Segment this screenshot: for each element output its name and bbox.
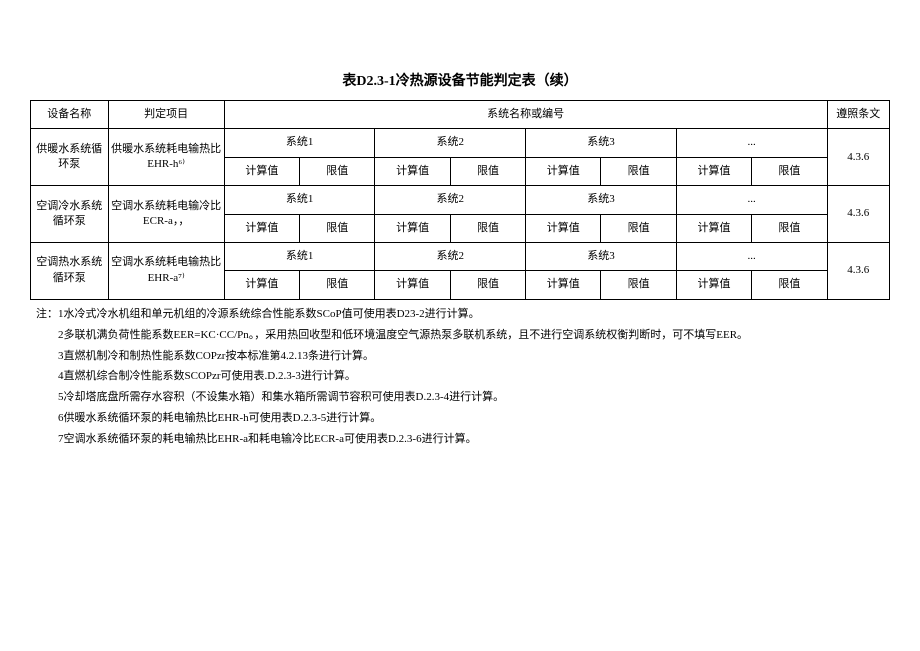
- hdr-ref: 遵照条文: [827, 101, 890, 129]
- note-line: 7空调水系统循环泵的耗电输热比EHR-a和耗电输冷比ECR-a可使用表D.2.3…: [36, 429, 890, 450]
- note-prefix: 注：: [36, 308, 58, 320]
- calc: 计算值: [676, 157, 751, 185]
- limit: 限值: [752, 214, 827, 242]
- note-line: 6供暖水系统循环泵的耗电输热比EHR-h可使用表D.2.3-5进行计算。: [36, 408, 890, 429]
- judge-item: 供暖水系统耗电输热比EHR-h⁶⁾: [108, 129, 224, 186]
- note-line: 4直燃机综合制冷性能系数SCOPzr可使用表.D.2.3-3进行计算。: [36, 366, 890, 387]
- limit: 限值: [300, 271, 375, 299]
- sys3: 系统3: [526, 186, 677, 214]
- device-name: 空调冷水系统循环泵: [31, 186, 109, 243]
- ref-clause: 4.3.6: [827, 129, 890, 186]
- judge-item: 空调水系统耗电输冷比ECR-a，，: [108, 186, 224, 243]
- ref-clause: 4.3.6: [827, 186, 890, 243]
- note-text: 2多联机满负荷性能系数EER=KC·CC/Pn。，采用热回收型和低环境温度空气源…: [58, 329, 748, 341]
- table-row: 供暖水系统循环泵 供暖水系统耗电输热比EHR-h⁶⁾ 系统1 系统2 系统3 .…: [31, 129, 890, 157]
- note-text: 1水冷式冷水机组和单元机组的冷源系统综合性能系数SCoP值可使用表D23-2进行…: [58, 308, 480, 320]
- calc: 计算值: [526, 157, 601, 185]
- limit: 限值: [450, 271, 525, 299]
- calc: 计算值: [375, 157, 450, 185]
- calc: 计算值: [526, 214, 601, 242]
- sys-more: ...: [676, 129, 827, 157]
- calc: 计算值: [375, 214, 450, 242]
- sys1: 系统1: [224, 129, 375, 157]
- device-name: 空调热水系统循环泵: [31, 242, 109, 299]
- note-text: 5冷却塔底盘所需存水容积（不设集水箱）和集水箱所需调节容积可使用表D.2.3-4…: [58, 391, 504, 403]
- calc: 计算值: [676, 271, 751, 299]
- judge-item: 空调水系统耗电输热比EHR-a⁷⁾: [108, 242, 224, 299]
- calc: 计算值: [676, 214, 751, 242]
- sys2: 系统2: [375, 129, 526, 157]
- note-line: 3直燃机制冷和制热性能系数COPzr按本标准第4.2.13条进行计算。: [36, 346, 890, 367]
- note-text: 6供暖水系统循环泵的耗电输热比EHR-h可使用表D.2.3-5进行计算。: [58, 412, 381, 424]
- sys-more: ...: [676, 186, 827, 214]
- sys1: 系统1: [224, 242, 375, 270]
- note-line: 注：1水冷式冷水机组和单元机组的冷源系统综合性能系数SCoP值可使用表D23-2…: [36, 304, 890, 325]
- sys2: 系统2: [375, 242, 526, 270]
- header-row: 设备名称 判定项目 系统名称或编号 遵照条文: [31, 101, 890, 129]
- limit: 限值: [450, 214, 525, 242]
- hdr-device: 设备名称: [31, 101, 109, 129]
- calc: 计算值: [375, 271, 450, 299]
- limit: 限值: [601, 214, 676, 242]
- note-text: 4直燃机综合制冷性能系数SCOPzr可使用表.D.2.3-3进行计算。: [58, 370, 356, 382]
- sys-more: ...: [676, 242, 827, 270]
- calc: 计算值: [224, 157, 299, 185]
- judgement-table: 设备名称 判定项目 系统名称或编号 遵照条文 供暖水系统循环泵 供暖水系统耗电输…: [30, 100, 890, 300]
- sys2: 系统2: [375, 186, 526, 214]
- limit: 限值: [601, 271, 676, 299]
- hdr-judge: 判定项目: [108, 101, 224, 129]
- calc: 计算值: [224, 214, 299, 242]
- note-line: 2多联机满负荷性能系数EER=KC·CC/Pn。，采用热回收型和低环境温度空气源…: [36, 325, 890, 346]
- hdr-system-group: 系统名称或编号: [224, 101, 827, 129]
- footnotes: 注：1水冷式冷水机组和单元机组的冷源系统综合性能系数SCoP值可使用表D23-2…: [30, 304, 890, 450]
- limit: 限值: [752, 271, 827, 299]
- limit: 限值: [752, 157, 827, 185]
- limit: 限值: [450, 157, 525, 185]
- note-text: 7空调水系统循环泵的耗电输热比EHR-a和耗电输冷比ECR-a可使用表D.2.3…: [58, 433, 477, 445]
- sys3: 系统3: [526, 242, 677, 270]
- calc: 计算值: [526, 271, 601, 299]
- note-line: 5冷却塔底盘所需存水容积（不设集水箱）和集水箱所需调节容积可使用表D.2.3-4…: [36, 387, 890, 408]
- sys1: 系统1: [224, 186, 375, 214]
- limit: 限值: [601, 157, 676, 185]
- table-row: 空调冷水系统循环泵 空调水系统耗电输冷比ECR-a，， 系统1 系统2 系统3 …: [31, 186, 890, 214]
- device-name: 供暖水系统循环泵: [31, 129, 109, 186]
- limit: 限值: [300, 157, 375, 185]
- table-row: 空调热水系统循环泵 空调水系统耗电输热比EHR-a⁷⁾ 系统1 系统2 系统3 …: [31, 242, 890, 270]
- sys3: 系统3: [526, 129, 677, 157]
- ref-clause: 4.3.6: [827, 242, 890, 299]
- calc: 计算值: [224, 271, 299, 299]
- limit: 限值: [300, 214, 375, 242]
- note-text: 3直燃机制冷和制热性能系数COPzr按本标准第4.2.13条进行计算。: [58, 350, 374, 362]
- table-title: 表D2.3-1冷热源设备节能判定表（续）: [30, 70, 890, 90]
